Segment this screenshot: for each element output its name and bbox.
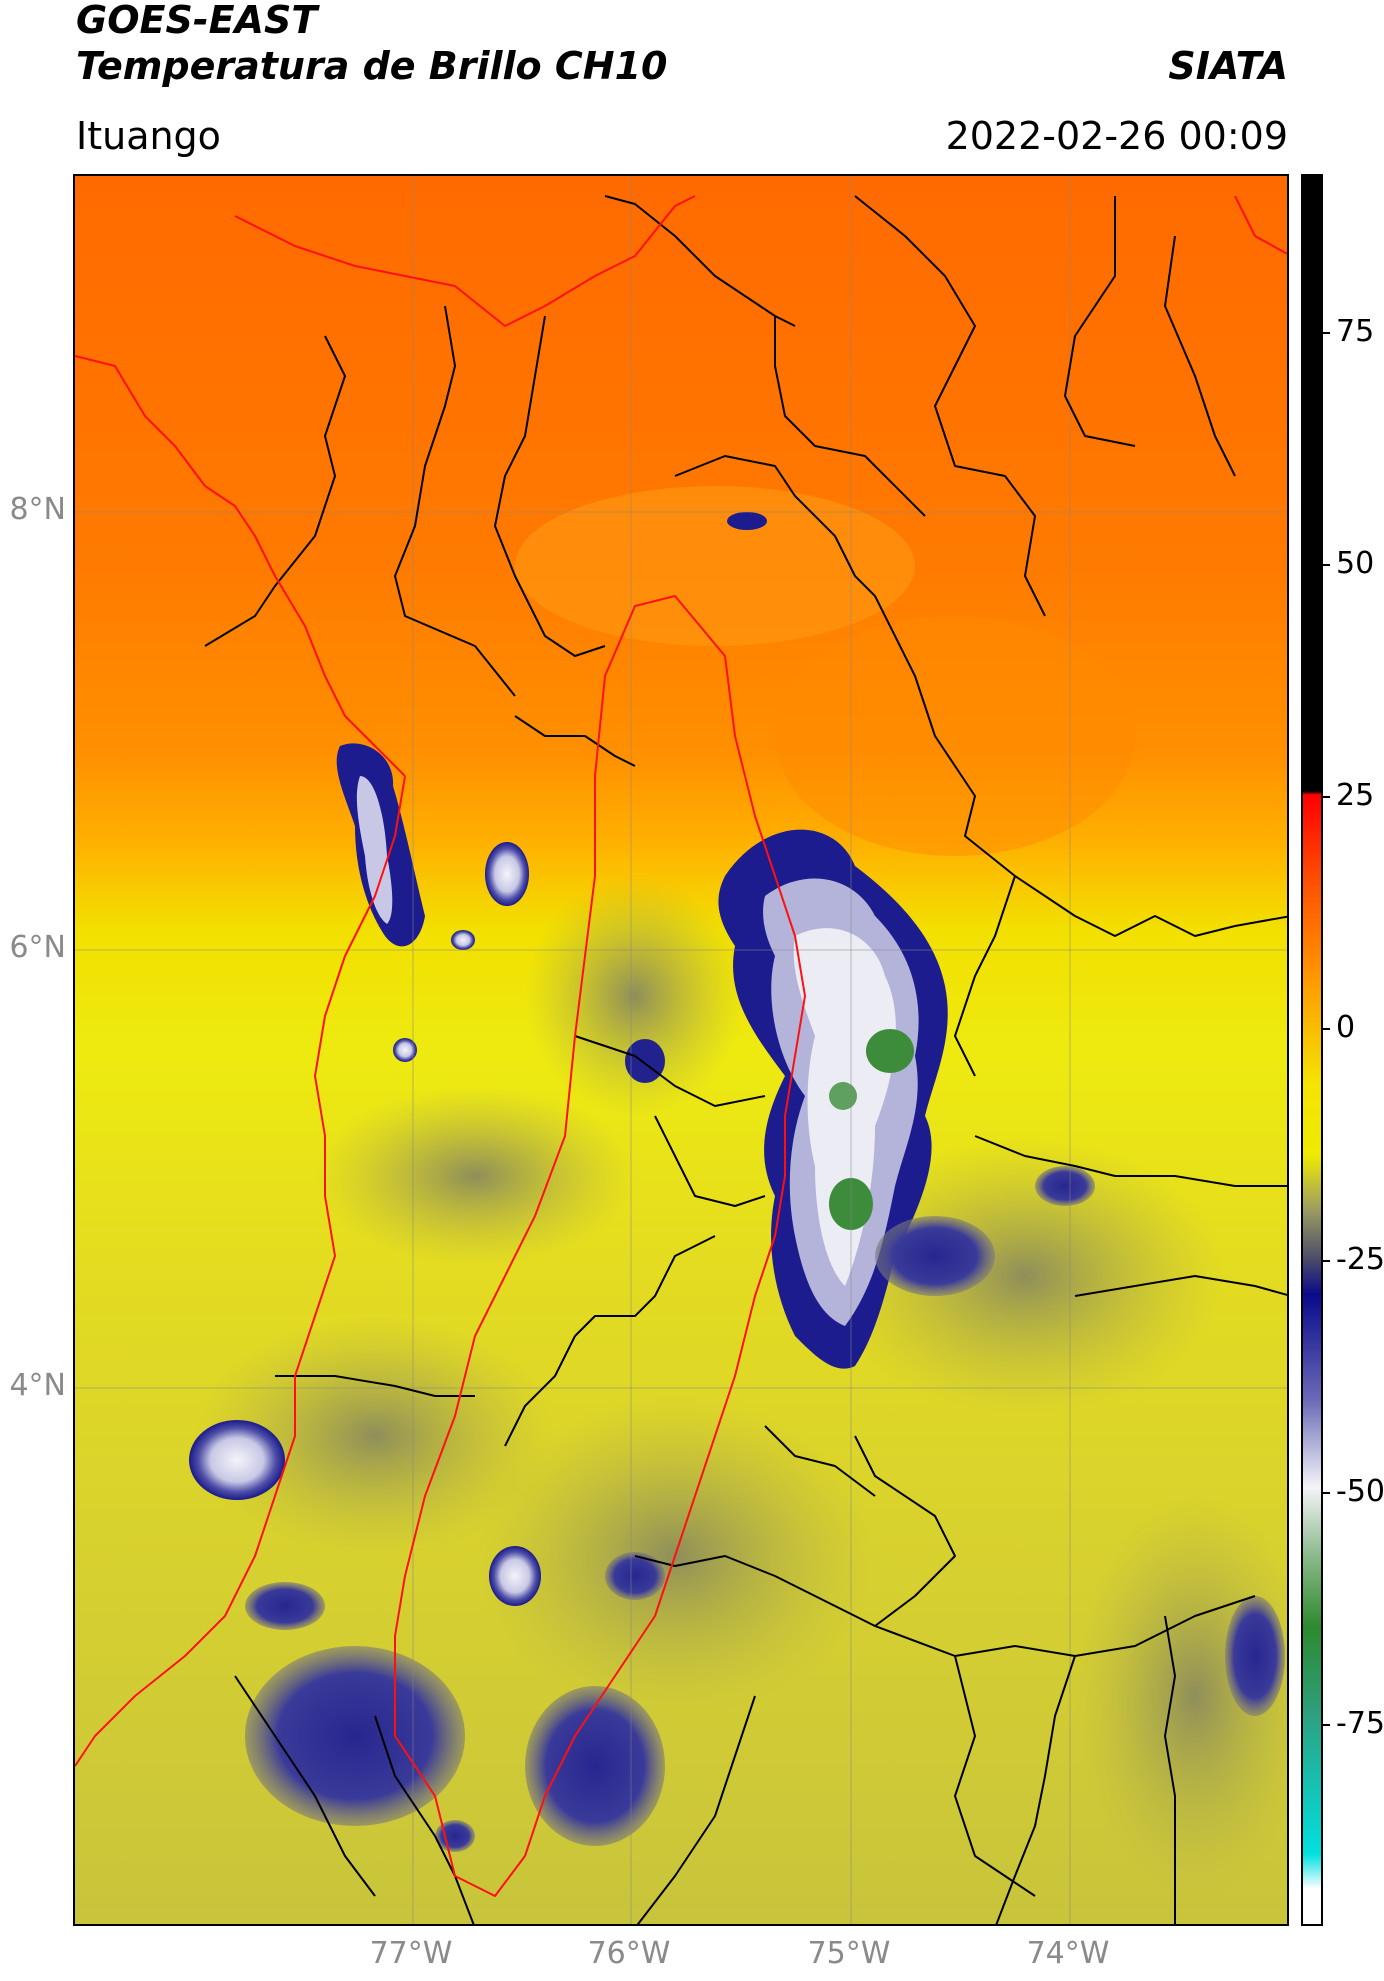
lon-label-74w: 74°W: [1026, 1936, 1110, 1971]
colorbar-tick-label-75: 75: [1336, 314, 1375, 349]
ituango-basin-outline: [75, 195, 1287, 1897]
title-product: Temperatura de Brillo CH10: [76, 44, 668, 88]
colorbar-tick-label-minus25: -25: [1336, 1242, 1384, 1277]
colorbar-tick: [1322, 564, 1330, 566]
title-satellite: GOES-EAST: [76, 0, 318, 42]
location-label: Ituango: [76, 114, 221, 158]
lon-label-77w: 77°W: [369, 1936, 453, 1971]
colorbar-tick: [1322, 1492, 1330, 1494]
colorbar-tick: [1322, 1028, 1330, 1030]
lon-label-76w: 76°W: [587, 1936, 671, 1971]
colorbar-tick-label-minus50: -50: [1336, 1474, 1384, 1509]
organization-label: SIATA: [1168, 44, 1288, 88]
colorbar-tick: [1322, 1260, 1330, 1262]
colorbar-tick: [1322, 1724, 1330, 1726]
graticule: [75, 176, 1287, 1924]
colorbar-tick-label-50: 50: [1336, 546, 1375, 581]
colorbar-tick: [1322, 796, 1330, 798]
colorbar-tick-label-minus75: -75: [1336, 1706, 1384, 1741]
colorbar-tick: [1322, 332, 1330, 334]
timestamp-label: 2022-02-26 00:09: [945, 114, 1288, 158]
lat-label-4n: 4°N: [9, 1368, 66, 1403]
cold-core-north: [866, 1029, 914, 1073]
cold-core-south: [829, 1178, 873, 1230]
cold-core-mid: [829, 1082, 857, 1110]
colorbar-gradient: [1303, 176, 1321, 1924]
lon-label-75w: 75°W: [807, 1936, 891, 1971]
department-borders: [204, 195, 1287, 1924]
brightness-temperature-map: [75, 176, 1287, 1924]
colorbar-tick-label-25: 25: [1336, 778, 1375, 813]
lat-label-8n: 8°N: [9, 492, 66, 527]
colorbar-tick-label-0: 0: [1336, 1010, 1356, 1045]
colorbar: [1301, 174, 1323, 1926]
map-panel: [73, 174, 1289, 1926]
lat-label-6n: 6°N: [9, 930, 66, 965]
